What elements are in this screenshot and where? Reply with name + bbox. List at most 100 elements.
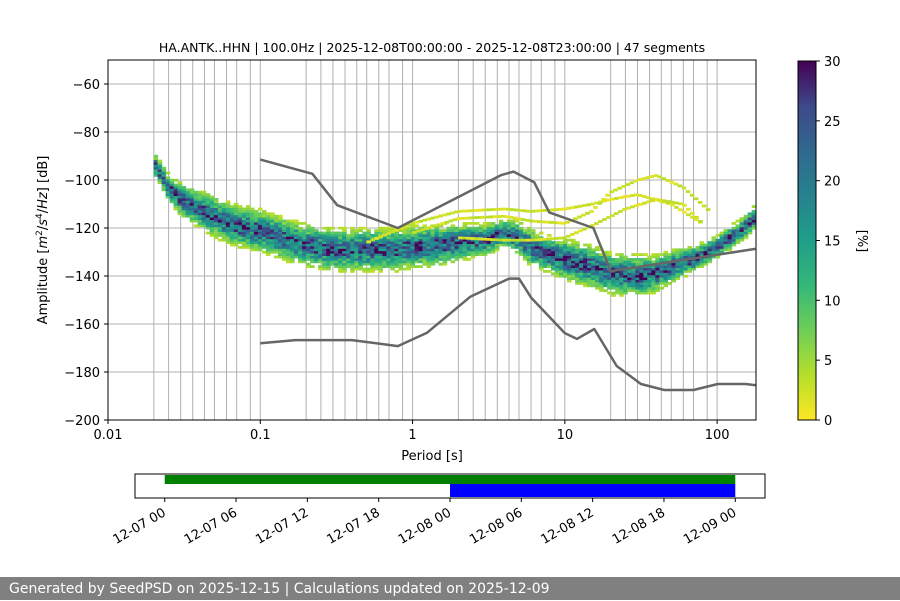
ppsd-bin — [613, 188, 618, 192]
ppsd-bin — [378, 267, 383, 271]
ppsd-bin — [538, 238, 543, 241]
ppsd-bin — [536, 220, 542, 223]
ppsd-bin — [647, 272, 652, 276]
ppsd-bin — [482, 231, 488, 235]
ppsd-bin — [426, 248, 432, 252]
ppsd-bin — [434, 234, 440, 237]
ppsd-bin — [655, 286, 660, 290]
ppsd-bin — [639, 277, 644, 280]
ppsd-bin — [522, 231, 528, 235]
ppsd-bin — [322, 226, 327, 230]
ppsd-bin — [679, 260, 684, 264]
ppsd-bin — [506, 219, 512, 223]
ppsd-bin — [590, 202, 595, 206]
ppsd-bin — [197, 195, 203, 199]
ppsd-bin — [386, 241, 391, 244]
ppsd-bin — [486, 226, 492, 230]
ppsd-bin — [253, 248, 259, 252]
ppsd-bin — [358, 238, 363, 242]
ppsd-bin — [494, 238, 499, 242]
ppsd-bin — [691, 267, 697, 271]
ppsd-bin — [619, 260, 624, 264]
ppsd-bin — [298, 222, 303, 225]
ppsd-bin — [326, 255, 331, 259]
ppsd-bin — [715, 255, 721, 259]
ppsd-bin — [627, 258, 632, 261]
ppsd-bin — [233, 214, 239, 218]
colorbar-tick-label: 30 — [824, 55, 841, 70]
ppsd-bin — [542, 241, 548, 244]
ppsd-bin — [318, 260, 323, 264]
ppsd-bin — [217, 219, 223, 223]
ppsd-bin — [346, 246, 351, 249]
ppsd-bin — [274, 234, 279, 237]
ppsd-bin — [603, 277, 608, 280]
ppsd-bin — [438, 229, 444, 232]
ppsd-bin — [627, 274, 632, 278]
ppsd-bin — [703, 250, 709, 254]
ppsd-bin — [205, 198, 211, 201]
ppsd-bin — [418, 253, 424, 256]
ppsd-bin — [563, 267, 568, 271]
ppsd-bin — [314, 229, 319, 232]
ppsd-bin — [374, 258, 379, 261]
ppsd-bin — [450, 241, 456, 244]
ppsd-bin — [270, 236, 275, 240]
ppsd-bin — [306, 236, 311, 240]
ppsd-bin — [382, 260, 387, 264]
ppsd-bin — [386, 250, 391, 254]
ppsd-bin — [197, 200, 203, 204]
ppsd-bin — [406, 262, 411, 266]
ppsd-bin — [591, 248, 596, 252]
ppsd-bin — [638, 203, 643, 206]
ppsd-bin — [639, 270, 644, 273]
ppsd-bin — [298, 229, 303, 232]
ppsd-bin — [559, 258, 564, 261]
ppsd-bin — [514, 246, 520, 249]
ppsd-bin — [671, 262, 676, 266]
ppsd-bin — [518, 246, 524, 249]
chart-canvas: HA.ANTK..HHN | 100.0Hz | 2025-12-08T00:0… — [35, 40, 869, 548]
ppsd-bin — [456, 217, 462, 220]
ppsd-bin — [476, 216, 482, 219]
ppsd-bin — [579, 274, 584, 278]
ppsd-bin — [358, 267, 363, 271]
ppsd-bin — [217, 229, 223, 232]
ppsd-bin — [454, 250, 460, 254]
ppsd-bin — [161, 176, 167, 180]
ppsd-bin — [374, 265, 379, 268]
ppsd-bin — [442, 258, 448, 261]
ppsd-bin — [225, 210, 231, 213]
ppsd-bin — [302, 234, 307, 237]
ppsd-bin — [314, 250, 319, 254]
ppsd-bin — [534, 250, 540, 254]
ppsd-bin — [229, 224, 235, 228]
ppsd-bin — [430, 234, 436, 237]
ppsd-bin — [314, 234, 319, 237]
ppsd-bin — [735, 241, 741, 244]
ppsd-bin — [567, 246, 572, 249]
ppsd-bin — [462, 222, 468, 225]
ppsd-bin — [627, 279, 632, 283]
ppsd-bin — [635, 274, 640, 278]
ppsd-bin — [555, 270, 560, 273]
ppsd-bin — [743, 219, 749, 223]
ppsd-bin — [639, 262, 644, 266]
ppsd-bin — [583, 253, 588, 256]
ppsd-bin — [723, 231, 729, 235]
ppsd-bin — [538, 258, 544, 261]
ppsd-bin — [595, 279, 600, 283]
ppsd-bin — [683, 265, 688, 268]
ppsd-bin — [358, 226, 363, 230]
ppsd-bin — [330, 260, 335, 264]
ppsd-bin — [675, 265, 680, 268]
ppsd-bin — [241, 234, 247, 237]
ppsd-bin — [350, 253, 355, 256]
ppsd-bin — [370, 260, 375, 264]
ppsd-bin — [534, 260, 540, 264]
ppsd-bin — [322, 258, 327, 261]
ppsd-bin — [265, 253, 271, 256]
ppsd-bin — [603, 253, 608, 256]
ppsd-bin — [590, 224, 595, 227]
ppsd-bin — [201, 198, 207, 201]
